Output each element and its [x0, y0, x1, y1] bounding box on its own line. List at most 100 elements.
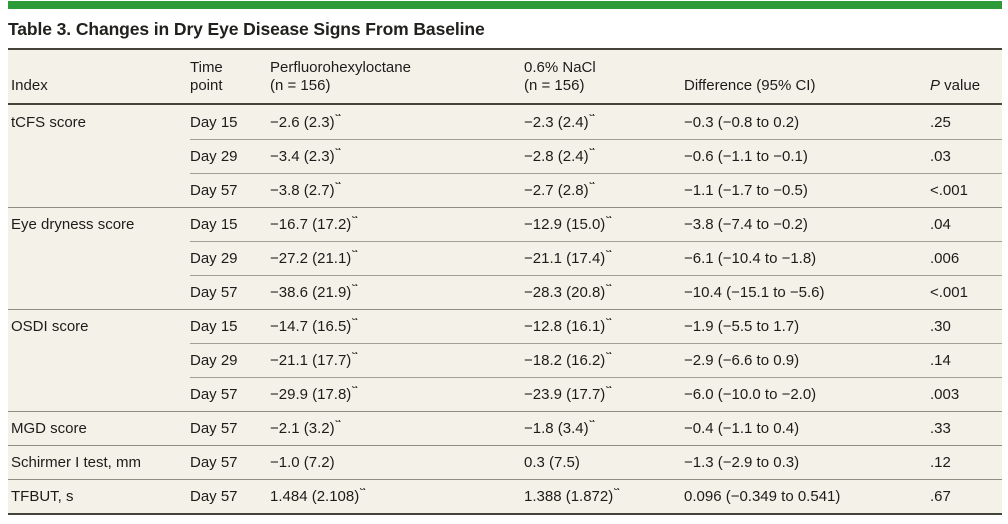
table-title: Table 3. Changes in Dry Eye Disease Sign…	[8, 19, 485, 39]
footnote-marker: a	[589, 148, 595, 153]
cell-difference: −2.9 (−6.6 to 0.9)	[684, 351, 800, 369]
cell-p-value: <.001	[930, 283, 968, 301]
footnote-marker: a	[606, 216, 612, 221]
table-row: Schirmer I test, mm Day 57 −1.0 (7.2) 0.3 (…	[8, 445, 1002, 479]
cell-perfluorohexyloctane: −14.7 (16.5)a	[270, 318, 524, 335]
footnote-marker: a	[335, 114, 341, 119]
table: Index Time point Perfluorohexyloctane (n…	[8, 48, 1002, 515]
table-row: Day 29 −3.4 (2.3)a−2.8 (2.4)a−0.6 (−1.1 t…	[8, 139, 1002, 173]
cell-p-value: .12	[930, 453, 951, 471]
footnote-marker: a	[606, 284, 612, 289]
cell-perfluorohexyloctane: −16.7 (17.2)a	[270, 216, 524, 233]
table-row: Day 29 −27.2 (21.1)a−21.1 (17.4)a−6.1 (−1…	[8, 241, 1002, 275]
cell-p-value: .30	[930, 317, 951, 335]
footnote-marker: a	[352, 284, 358, 289]
cell-perfluorohexyloctane: −2.6 (2.3)a	[270, 114, 524, 131]
column-header-difference: Difference (95% CI)	[684, 77, 816, 95]
cell-difference: −6.1 (−10.4 to −1.8)	[684, 249, 817, 267]
cell-perfluorohexyloctane: −3.4 (2.3)a	[270, 148, 524, 165]
cell-index: Eye dryness score	[11, 215, 135, 233]
cell-time-point: Day 57	[190, 283, 238, 301]
cell-p-value: .25	[930, 113, 951, 131]
cell-nacl: −2.8 (2.4)a	[524, 148, 684, 165]
cell-difference: −0.4 (−1.1 to 0.4)	[684, 419, 800, 437]
footnote-marker: a	[606, 352, 612, 357]
column-header-perfluorohexyloctane: Perfluorohexyloctane (n = 156)	[270, 58, 411, 95]
cell-perfluorohexyloctane: −27.2 (21.1)a	[270, 250, 524, 267]
footnote-marker: a	[589, 182, 595, 187]
cell-nacl: −2.7 (2.8)a	[524, 182, 684, 199]
table-row: OSDI score Day 15 −14.7 (16.5)a−12.8 (16.1…	[8, 309, 1002, 343]
cell-nacl: −12.8 (16.1)a	[524, 318, 684, 335]
cell-p-value: .03	[930, 147, 951, 165]
cell-index: OSDI score	[11, 317, 89, 335]
cell-perfluorohexyloctane: −21.1 (17.7)a	[270, 352, 524, 369]
footnote-marker: a	[352, 250, 358, 255]
table-row: Day 57 −38.6 (21.9)a−28.3 (20.8)a−10.4 (−…	[8, 275, 1002, 309]
cell-difference: −6.0 (−10.0 to −2.0)	[684, 385, 817, 403]
cell-time-point: Day 57	[190, 419, 238, 437]
cell-nacl: 0.3 (7.5)	[524, 453, 580, 471]
footnote-marker: a	[589, 420, 595, 425]
cell-p-value: .33	[930, 419, 951, 437]
cell-difference: −1.3 (−2.9 to 0.3)	[684, 453, 800, 471]
cell-nacl: −2.3 (2.4)a	[524, 114, 684, 131]
cell-nacl: −18.2 (16.2)a	[524, 352, 684, 369]
table-row: tCFS score Day 15 −2.6 (2.3)a−2.3 (2.4)a−0…	[8, 105, 1002, 139]
cell-nacl: −23.9 (17.7)a	[524, 386, 684, 403]
cell-time-point: Day 57	[190, 453, 238, 471]
column-header-index: Index	[11, 77, 48, 95]
cell-time-point: Day 15	[190, 215, 238, 233]
footnote-marker: a	[614, 488, 620, 493]
footnote-marker: a	[335, 420, 341, 425]
footnote-marker: a	[352, 318, 358, 323]
table-row: Day 57 −29.9 (17.8)a−23.9 (17.7)a−6.0 (−1…	[8, 377, 1002, 411]
cell-perfluorohexyloctane: −1.0 (7.2)	[270, 453, 335, 471]
table-row: MGD score Day 57 −2.1 (3.2)a−1.8 (3.4)a−0.…	[8, 411, 1002, 445]
cell-difference: 0.096 (−0.349 to 0.541)	[684, 487, 841, 505]
cell-difference: −0.6 (−1.1 to −0.1)	[684, 147, 808, 165]
cell-time-point: Day 57	[190, 181, 238, 199]
table-row: Day 57 −3.8 (2.7)a−2.7 (2.8)a−1.1 (−1.7 t…	[8, 173, 1002, 207]
footnote-marker: a	[606, 250, 612, 255]
column-header-time-point: Time point	[190, 58, 223, 95]
cell-nacl: −12.9 (15.0)a	[524, 216, 684, 233]
cell-time-point: Day 29	[190, 147, 238, 165]
cell-difference: −1.1 (−1.7 to −0.5)	[684, 181, 808, 199]
cell-perfluorohexyloctane: −29.9 (17.8)a	[270, 386, 524, 403]
cell-p-value: .04	[930, 215, 951, 233]
cell-index: TFBUT, s	[11, 487, 74, 505]
cell-perfluorohexyloctane: 1.484 (2.108)a	[270, 488, 524, 505]
footnote-marker: a	[352, 386, 358, 391]
footnote-marker: a	[360, 488, 366, 493]
cell-difference: −10.4 (−15.1 to −5.6)	[684, 283, 825, 301]
cell-time-point: Day 57	[190, 487, 238, 505]
cell-difference: −3.8 (−7.4 to −0.2)	[684, 215, 808, 233]
table-header-row: Index Time point Perfluorohexyloctane (n…	[8, 50, 1002, 105]
footnote-marker: a	[352, 216, 358, 221]
cell-time-point: Day 29	[190, 351, 238, 369]
table-row: Day 29 −21.1 (17.7)a−18.2 (16.2)a−2.9 (−6…	[8, 343, 1002, 377]
cell-index: MGD score	[11, 419, 87, 437]
footnote-marker: a	[335, 148, 341, 153]
footnote-marker: a	[606, 386, 612, 391]
cell-nacl: −28.3 (20.8)a	[524, 284, 684, 301]
column-header-p-value: P value	[930, 77, 981, 95]
cell-nacl: −1.8 (3.4)a	[524, 420, 684, 437]
cell-time-point: Day 29	[190, 249, 238, 267]
cell-p-value: .67	[930, 487, 951, 505]
footnote-marker: a	[589, 114, 595, 119]
cell-time-point: Day 15	[190, 113, 238, 131]
footnote-marker: a	[352, 352, 358, 357]
cell-index: tCFS score	[11, 113, 87, 131]
cell-perfluorohexyloctane: −3.8 (2.7)a	[270, 182, 524, 199]
cell-p-value: <.001	[930, 181, 968, 199]
cell-nacl: 1.388 (1.872)a	[524, 488, 684, 505]
footnote-marker: a	[606, 318, 612, 323]
cell-time-point: Day 57	[190, 385, 238, 403]
column-header-nacl: 0.6% NaCl (n = 156)	[524, 58, 596, 95]
cell-index: Schirmer I test, mm	[11, 453, 142, 471]
footnote-marker: a	[335, 182, 341, 187]
